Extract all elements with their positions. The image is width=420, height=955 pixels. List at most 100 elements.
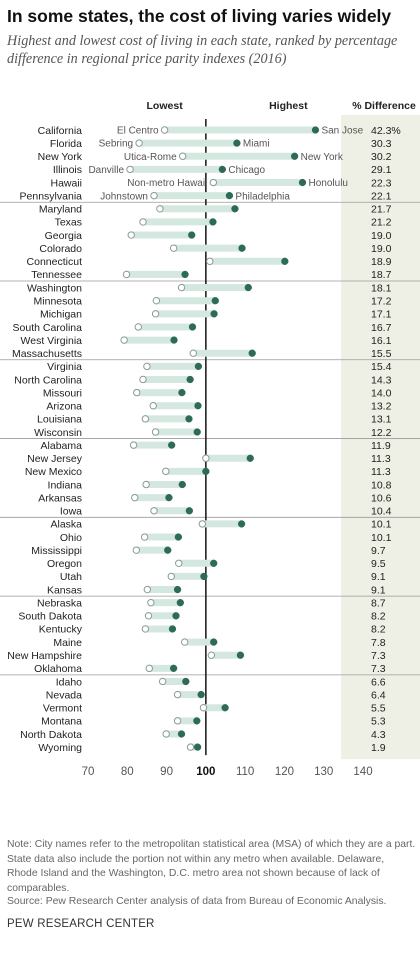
state-label: Illinois: [53, 164, 82, 176]
pct-difference-value: 7.8: [371, 637, 386, 649]
low-marker: [135, 139, 143, 147]
state-label: Hawaii: [50, 177, 82, 189]
header-lowest: Lowest: [147, 100, 184, 112]
low-marker: [175, 559, 183, 567]
state-label: Kansas: [47, 584, 82, 596]
state-label: Georgia: [45, 230, 83, 242]
high-marker: [178, 480, 186, 489]
low-marker: [143, 585, 152, 594]
low-city-label: Non-metro Hawaii: [127, 178, 207, 189]
low-marker: [202, 454, 210, 462]
high-marker: [197, 690, 205, 699]
low-marker: [186, 743, 195, 751]
high-marker: [246, 454, 254, 462]
chart-subtitle: Highest and lowest cost of living in eac…: [7, 33, 398, 67]
low-marker: [173, 690, 182, 699]
state-label: Washington: [27, 282, 82, 294]
pct-difference-value: 6.6: [371, 676, 386, 688]
high-marker: [194, 402, 202, 410]
low-marker: [122, 270, 131, 279]
pct-difference-value: 13.2: [371, 401, 392, 413]
state-label: Michigan: [40, 309, 82, 321]
high-city-label: Miami: [243, 139, 270, 150]
low-marker: [127, 231, 135, 239]
low-marker: [143, 362, 151, 371]
chart-note: Note: City names refer to the metropolit…: [7, 839, 416, 894]
high-marker: [200, 572, 208, 581]
pct-difference-value: 10.6: [371, 492, 392, 504]
low-marker: [133, 388, 141, 397]
pct-difference-value: 19.0: [371, 243, 392, 255]
high-marker: [210, 310, 218, 318]
high-marker: [194, 362, 203, 370]
pct-difference-value: 14.3: [371, 374, 392, 386]
low-marker: [141, 415, 150, 423]
pct-difference-value: 8.7: [371, 597, 386, 609]
state-label: Louisiana: [37, 414, 82, 426]
pct-difference-value: 22.1: [371, 190, 392, 202]
state-label: New Hampshire: [7, 650, 82, 662]
x-tick-label: 80: [121, 766, 134, 778]
high-marker: [174, 533, 183, 541]
high-marker: [188, 323, 197, 331]
state-label: Nevada: [46, 689, 82, 701]
low-marker: [173, 717, 182, 725]
pct-difference-value: 18.1: [371, 282, 392, 294]
state-label: Minnesota: [34, 295, 83, 307]
low-marker: [152, 296, 161, 305]
pct-difference-value: 42.3%: [371, 125, 401, 137]
pct-difference-value: 9.1: [371, 571, 386, 583]
low-marker: [144, 612, 153, 620]
state-label: Idaho: [56, 676, 82, 688]
state-label: Indiana: [48, 479, 83, 491]
x-tick-label: 140: [353, 766, 372, 778]
pct-difference-value: 17.2: [371, 295, 392, 307]
high-city-label: Chicago: [228, 165, 265, 176]
pct-column-background: [341, 115, 420, 760]
x-tick-label: 130: [314, 766, 333, 778]
low-marker: [129, 441, 138, 449]
org-credit: PEW RESEARCH CENTER: [7, 918, 155, 930]
state-label: New Jersey: [27, 453, 83, 465]
x-tick-label: 100: [196, 766, 215, 778]
state-label: New York: [38, 151, 83, 163]
high-marker: [168, 441, 176, 449]
low-city-label: Danville: [88, 165, 124, 176]
high-marker: [218, 165, 227, 174]
low-marker: [207, 651, 216, 659]
state-label: California: [38, 125, 83, 137]
header-highest: Highest: [269, 100, 308, 112]
pct-difference-value: 29.1: [371, 164, 392, 176]
pct-difference-value: 15.4: [371, 361, 392, 373]
high-city-label: New York: [301, 152, 344, 163]
high-marker: [193, 717, 201, 725]
state-label: Wyoming: [38, 742, 82, 754]
high-marker: [193, 428, 201, 436]
pct-difference-value: 5.5: [371, 703, 386, 715]
low-marker: [139, 218, 147, 226]
state-label: Virginia: [47, 361, 82, 373]
low-marker: [139, 375, 147, 384]
low-marker: [149, 402, 157, 410]
high-marker: [188, 231, 196, 239]
low-marker: [209, 178, 218, 187]
header-pct-difference: % Difference: [352, 100, 416, 112]
high-marker: [165, 493, 173, 502]
state-label: Kentucky: [39, 624, 83, 636]
x-tick-label: 110: [236, 766, 254, 778]
pct-difference-value: 14.0: [371, 387, 392, 399]
pct-difference-value: 30.2: [371, 151, 392, 163]
low-marker: [178, 152, 187, 160]
dumbbell-chart: Lowest Highest % Difference California El Ce…: [0, 100, 420, 778]
low-marker: [206, 257, 214, 266]
state-label: Tennessee: [31, 269, 82, 281]
high-marker: [178, 388, 186, 397]
high-marker: [281, 257, 289, 265]
high-marker: [231, 205, 239, 213]
pct-difference-value: 13.1: [371, 414, 392, 426]
state-label: New Mexico: [25, 466, 82, 478]
low-marker: [141, 625, 150, 633]
state-label: Ohio: [60, 532, 82, 544]
state-label: Alaska: [50, 519, 82, 531]
state-label: Iowa: [60, 506, 82, 518]
